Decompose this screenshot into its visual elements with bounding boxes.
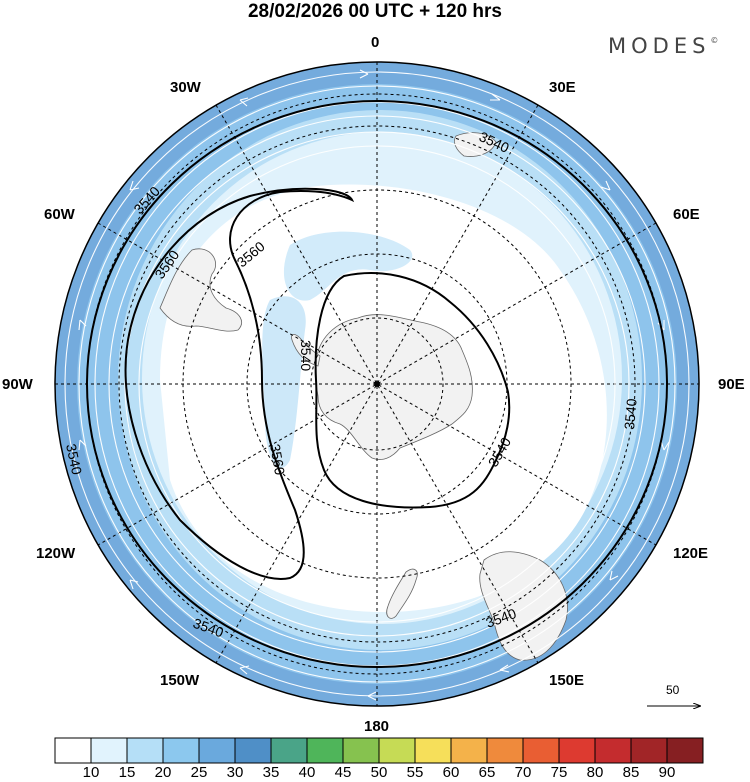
lon-label-120w: 120W <box>36 545 76 562</box>
colorbar-tick-label: 50 <box>370 764 388 781</box>
colorbar-swatch <box>666 737 704 764</box>
colorbar-swatch <box>486 737 524 764</box>
colorbar-swatch <box>234 737 272 764</box>
colorbar-tick-label: 15 <box>118 764 136 781</box>
colorbar-tick-label: 35 <box>262 764 280 781</box>
wind-scale-label: 50 <box>666 683 680 697</box>
wind-arrowheads <box>78 69 670 701</box>
colorbar-tick-label: 10 <box>82 764 100 781</box>
contour-3540-polar <box>314 272 511 509</box>
colorbar-tick-label: 60 <box>442 764 460 781</box>
south-america <box>159 248 242 332</box>
australia <box>479 551 568 661</box>
colorbar-tick-label: 25 <box>190 764 208 781</box>
colorbar-swatch <box>558 737 596 764</box>
modes-logo: MODES© <box>608 34 719 58</box>
colorbar-tick-label: 80 <box>586 764 604 781</box>
lon-label-30w: 30W <box>170 79 201 96</box>
contours <box>86 100 668 668</box>
colorbar-tick-label: 65 <box>478 764 496 781</box>
contour-label-3560-s: 3560 <box>267 443 288 477</box>
weak-wind-patch <box>283 231 413 301</box>
colorbar-tick-label: 75 <box>550 764 568 781</box>
map-title: 28/02/2026 00 UTC + 120 hrs <box>247 1 503 22</box>
map-boundary <box>54 61 700 707</box>
lon-label-150w: 150W <box>160 672 200 689</box>
colorbar-tick-label: 70 <box>514 764 532 781</box>
colorbar-tick-label: 45 <box>334 764 352 781</box>
lon-label-60w: 60W <box>44 206 75 223</box>
colorbar-swatch <box>522 737 560 764</box>
contour-label-3540-polar-w: 3540 <box>298 340 314 371</box>
colorbar-swatch <box>90 737 128 764</box>
colorbar-tick-label: 90 <box>658 764 676 781</box>
lon-label-0: 0 <box>371 34 380 51</box>
colorbar-swatch <box>342 737 380 764</box>
contour-3540-outer <box>86 100 668 668</box>
colorbar-swatch <box>162 737 200 764</box>
lon-label-180: 180 <box>364 718 390 735</box>
lon-label-150e: 150E <box>549 672 585 689</box>
contour-label-3540-e: 3540 <box>621 398 640 431</box>
contour-3560 <box>124 187 355 580</box>
antarctic-peninsula <box>291 334 321 367</box>
colorbar-tick-label: 40 <box>298 764 316 781</box>
lon-label-120e: 120E <box>673 545 709 562</box>
colorbar-swatch <box>306 737 344 764</box>
colorbar-tick-label: 85 <box>622 764 640 781</box>
colorbar-swatch <box>378 737 416 764</box>
south-pole-marker <box>374 381 380 387</box>
colorbar-swatch <box>594 737 632 764</box>
lon-label-60e: 60E <box>673 206 700 223</box>
lon-label-90e: 90E <box>718 376 745 393</box>
colorbar-swatch <box>414 737 452 764</box>
colorbar-swatch <box>270 737 308 764</box>
new-zealand <box>386 568 418 619</box>
colorbar-swatch <box>198 737 236 764</box>
lon-label-30e: 30E <box>549 79 576 96</box>
colorbar-swatch <box>126 737 164 764</box>
colorbar-tick-label: 20 <box>154 764 172 781</box>
colorbar <box>54 737 704 764</box>
colorbar-swatch <box>630 737 668 764</box>
colorbar-tick-label: 30 <box>226 764 244 781</box>
colorbar-tick-label: 55 <box>406 764 424 781</box>
colorbar-swatch <box>450 737 488 764</box>
contour-label-3540-w: 3540 <box>63 442 85 476</box>
wind-streamlines <box>64 71 690 697</box>
lon-label-90w: 90W <box>2 376 33 393</box>
colorbar-swatch <box>54 737 92 764</box>
